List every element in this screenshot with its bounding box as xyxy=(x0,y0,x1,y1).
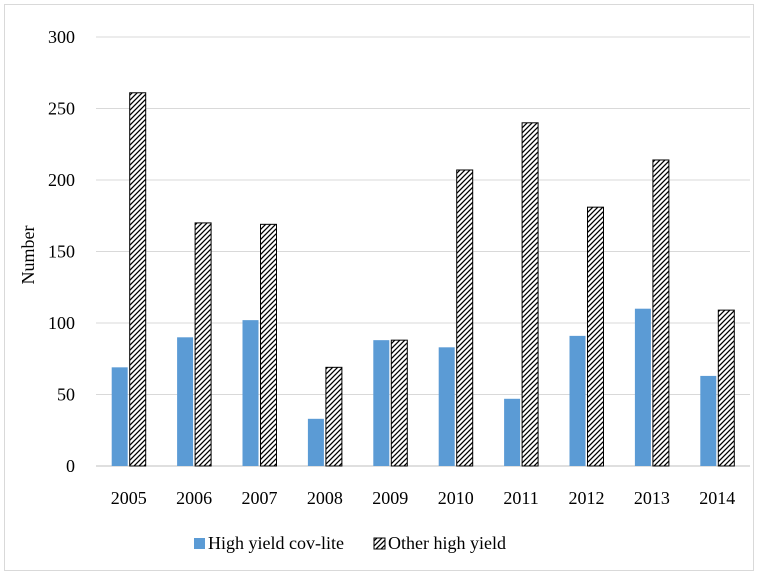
x-tick-label: 2008 xyxy=(307,488,343,508)
bar-high-yield-cov-lite xyxy=(504,398,521,466)
y-tick-label: 200 xyxy=(48,170,75,190)
bar-other-high-yield xyxy=(717,309,735,467)
y-tick-label: 250 xyxy=(48,99,75,119)
y-tick-label: 0 xyxy=(66,456,75,476)
x-tick-label: 2013 xyxy=(634,488,670,508)
x-tick-label: 2010 xyxy=(438,488,474,508)
bar-other-high-yield xyxy=(129,92,147,467)
bar-high-yield-cov-lite xyxy=(700,375,717,466)
legend: High yield cov-lite Other high yield xyxy=(194,533,506,553)
x-tick-label: 2011 xyxy=(503,488,538,508)
bar-other-high-yield xyxy=(260,223,277,467)
x-tick-label: 2005 xyxy=(111,488,147,508)
bar-high-yield-cov-lite xyxy=(177,337,194,466)
y-tick-label: 50 xyxy=(57,385,75,405)
bar-other-high-yield xyxy=(390,339,408,467)
y-tick-label: 100 xyxy=(48,313,75,333)
x-tick-label: 2007 xyxy=(242,488,278,508)
bar-high-yield-cov-lite xyxy=(307,418,324,466)
bar-other-high-yield xyxy=(652,159,670,467)
y-tick-label: 150 xyxy=(48,242,75,262)
y-axis-ticks: 0 50 100 150 200 250 300 xyxy=(48,27,75,476)
bar-high-yield-cov-lite xyxy=(438,347,455,466)
bar-other-high-yield xyxy=(521,122,539,467)
y-tick-label: 300 xyxy=(48,27,75,47)
x-tick-label: 2009 xyxy=(372,488,408,508)
legend-label-cov-lite: High yield cov-lite xyxy=(208,533,344,553)
legend-swatch-cov-lite xyxy=(194,538,205,549)
bars xyxy=(111,92,735,467)
x-tick-label: 2006 xyxy=(176,488,212,508)
legend-swatch-other xyxy=(373,537,386,550)
x-axis-ticks: 2005 2006 2007 2008 2009 2010 2011 2012 2013 2014 xyxy=(111,488,736,508)
bar-other-high-yield xyxy=(587,206,604,467)
legend-label-other: Other high yield xyxy=(388,533,506,553)
x-tick-label: 2012 xyxy=(569,488,605,508)
bar-high-yield-cov-lite xyxy=(373,340,390,466)
bar-high-yield-cov-lite xyxy=(569,335,586,466)
gridlines xyxy=(96,36,750,467)
bar-high-yield-cov-lite xyxy=(242,320,259,466)
bar-high-yield-cov-lite xyxy=(111,367,128,466)
bar-other-high-yield xyxy=(325,366,343,467)
chart-frame: 0 50 100 150 200 250 300 2005 2006 2007 2008 2009 2… xyxy=(4,4,754,571)
x-tick-label: 2014 xyxy=(699,488,735,508)
bar-other-high-yield xyxy=(194,222,212,467)
y-axis-title: Number xyxy=(18,226,38,285)
bar-high-yield-cov-lite xyxy=(634,308,651,466)
bar-other-high-yield xyxy=(456,169,474,467)
